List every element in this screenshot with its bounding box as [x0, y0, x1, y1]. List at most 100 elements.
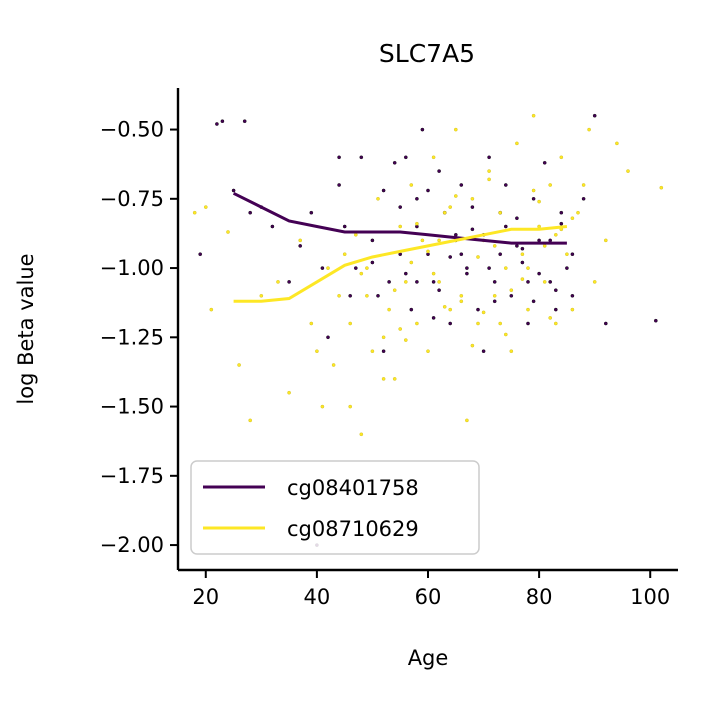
point-cg08710629-7: [276, 280, 280, 284]
x-tick-label: 40: [304, 585, 331, 609]
point-cg08401758-45: [537, 238, 541, 243]
point-cg08710629-87: [392, 288, 397, 293]
point-cg08710629-95: [403, 338, 408, 342]
point-cg08401758-10: [309, 210, 314, 215]
point-cg08401758-31: [459, 183, 464, 187]
point-cg08401758-68: [370, 260, 375, 265]
point-cg08710629-3: [226, 230, 230, 234]
point-cg08710629-73: [365, 266, 369, 270]
point-cg08401758-17: [370, 238, 375, 243]
point-cg08401758-4: [242, 119, 247, 123]
y-tick-label: −2.00: [100, 533, 164, 557]
point-cg08710629-1: [203, 205, 208, 209]
point-cg08401758-3: [231, 188, 236, 193]
point-cg08710629-77: [487, 177, 491, 182]
point-cg08710629-76: [459, 299, 464, 304]
point-cg08401758-66: [570, 293, 575, 298]
point-cg08710629-6: [259, 293, 264, 298]
point-cg08401758-36: [487, 155, 491, 160]
point-cg08710629-49: [548, 183, 553, 187]
point-cg08401758-40: [509, 293, 514, 298]
point-cg08401758-59: [415, 196, 419, 201]
point-cg08401758-46: [542, 160, 547, 165]
point-cg08710629-68: [492, 244, 497, 248]
point-cg08401758-29: [448, 321, 453, 326]
point-cg08710629-51: [559, 155, 564, 160]
trend-lines: [232, 191, 568, 303]
point-cg08401758-79: [453, 232, 458, 237]
point-cg08401758-57: [376, 293, 380, 298]
point-cg08401758-62: [481, 349, 486, 354]
point-cg08710629-22: [398, 224, 403, 229]
point-cg08401758-67: [337, 155, 341, 160]
y-tick-label: −1.25: [100, 325, 164, 349]
point-cg08710629-14: [342, 252, 347, 256]
y-axis-label: log Beta value: [14, 253, 38, 404]
point-cg08401758-74: [515, 244, 519, 248]
point-cg08401758-50: [565, 266, 569, 270]
point-cg08710629-17: [365, 293, 369, 298]
point-cg08401758-15: [348, 293, 353, 298]
point-cg08710629-27: [426, 349, 430, 354]
point-cg08710629-25: [415, 321, 419, 326]
point-cg08401758-9: [298, 244, 303, 248]
point-cg08710629-36: [476, 321, 480, 326]
point-cg08401758-11: [320, 266, 325, 270]
point-cg08710629-13: [331, 363, 336, 367]
point-cg08710629-18: [370, 349, 375, 354]
point-cg08710629-38: [487, 169, 491, 173]
point-cg08710629-11: [315, 349, 319, 354]
point-cg08401758-18: [381, 188, 386, 193]
point-cg08710629-30: [442, 210, 447, 215]
point-cg08401758-37: [492, 280, 497, 284]
point-cg08710629-85: [537, 199, 541, 204]
point-cg08401758-19: [387, 280, 391, 284]
point-cg08401758-32: [465, 266, 469, 270]
y-tick-label: −1.75: [100, 464, 164, 488]
point-cg08401758-54: [604, 321, 608, 326]
point-cg08401758-0: [198, 252, 202, 256]
point-cg08401758-82: [554, 288, 558, 293]
point-cg08401758-21: [403, 155, 408, 160]
point-cg08401758-5: [248, 210, 252, 215]
point-cg08401758-70: [426, 188, 430, 193]
x-ticks: 20 40 60 80 100: [192, 570, 670, 609]
point-cg08710629-80: [381, 377, 386, 381]
point-cg08401758-73: [492, 299, 497, 304]
point-cg08401758-87: [531, 299, 536, 304]
point-cg08401758-8: [287, 280, 291, 284]
point-cg08710629-56: [592, 280, 597, 284]
point-cg08710629-57: [604, 238, 608, 243]
point-cg08710629-88: [437, 238, 441, 243]
point-cg08401758-2: [220, 119, 225, 123]
point-cg08401758-69: [403, 271, 408, 276]
point-cg08401758-26: [431, 280, 436, 284]
point-cg08710629-89: [481, 310, 486, 315]
point-cg08710629-46: [531, 113, 536, 118]
point-cg08401758-14: [342, 224, 347, 229]
y-tick-label: −0.50: [100, 118, 164, 142]
point-cg08710629-32: [453, 127, 458, 132]
point-cg08401758-61: [459, 252, 464, 256]
point-cg08401758-80: [487, 266, 491, 270]
point-cg08710629-67: [470, 343, 475, 348]
point-cg08710629-60: [659, 185, 664, 190]
point-cg08401758-1: [215, 122, 219, 126]
point-cg08401758-77: [381, 349, 386, 354]
point-cg08401758-27: [437, 169, 441, 173]
point-cg08710629-5: [248, 418, 252, 423]
y-ticks: −0.50 −0.75 −1.00 −1.25 −1.50 −1.75 −2.00: [100, 118, 178, 557]
point-cg08710629-79: [554, 232, 558, 237]
point-cg08401758-49: [559, 210, 564, 215]
point-cg08710629-61: [337, 293, 341, 298]
point-cg08401758-7: [270, 224, 275, 229]
point-cg08710629-90: [526, 266, 530, 270]
legend-box: [190, 460, 480, 555]
x-tick-label: 60: [415, 585, 442, 609]
point-cg08710629-43: [515, 141, 519, 146]
point-cg08710629-78: [520, 277, 525, 281]
point-cg08401758-47: [548, 280, 553, 284]
point-cg08710629-31: [448, 307, 453, 312]
point-cg08710629-97: [498, 321, 503, 326]
point-cg08710629-93: [320, 404, 325, 409]
